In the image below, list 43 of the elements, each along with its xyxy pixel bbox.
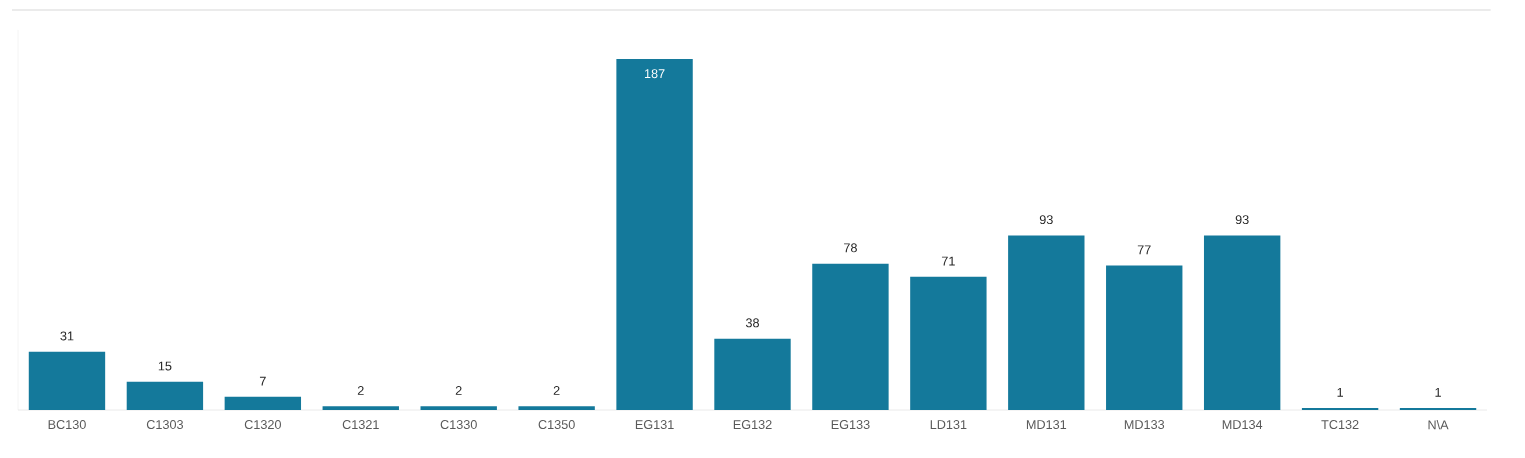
x-tick-label: MD133 (1124, 420, 1165, 430)
data-label: 15 (158, 361, 172, 371)
data-label: 93 (1235, 215, 1249, 225)
x-tick-label: C1321 (342, 420, 379, 430)
x-tick-label: C1303 (146, 420, 183, 430)
data-label: 31 (60, 331, 74, 341)
bar (910, 276, 987, 410)
data-label: 1 (1337, 388, 1343, 397)
x-tick-label: MD131 (1026, 420, 1067, 430)
data-label: 7 (259, 376, 266, 386)
data-label: 2 (455, 386, 462, 395)
bar (1008, 235, 1085, 410)
bar (1203, 235, 1281, 410)
bar (28, 351, 106, 410)
bar (616, 59, 693, 410)
bar (322, 406, 399, 410)
x-tick-label: MD134 (1222, 420, 1263, 430)
x-tick-label: N\A (1428, 420, 1449, 430)
x-tick-label: C1320 (244, 420, 281, 430)
data-label: 78 (844, 243, 857, 253)
bar (420, 406, 497, 410)
x-tick-label: TC132 (1321, 420, 1359, 430)
bar (714, 338, 791, 410)
data-label: 2 (357, 386, 364, 395)
x-tick-label: EG133 (831, 420, 870, 430)
data-label: 1 (1435, 388, 1441, 397)
data-label: 77 (1137, 245, 1151, 255)
x-tick-label: EG131 (635, 420, 674, 430)
data-label: 38 (745, 318, 760, 328)
data-label: 71 (941, 256, 955, 266)
x-tick-label: C1330 (440, 420, 477, 430)
bar (224, 396, 302, 410)
x-tick-label: EG132 (733, 420, 772, 430)
data-label: 187 (644, 69, 665, 79)
bar (518, 406, 595, 410)
bar (126, 381, 204, 410)
x-tick-label: LD131 (930, 420, 967, 430)
bar (1106, 265, 1183, 410)
data-label: 93 (1039, 215, 1053, 225)
x-tick-label: BC130 (48, 420, 86, 430)
x-tick-label: C1350 (538, 420, 575, 430)
bar (812, 263, 889, 410)
data-label: 2 (553, 386, 560, 395)
